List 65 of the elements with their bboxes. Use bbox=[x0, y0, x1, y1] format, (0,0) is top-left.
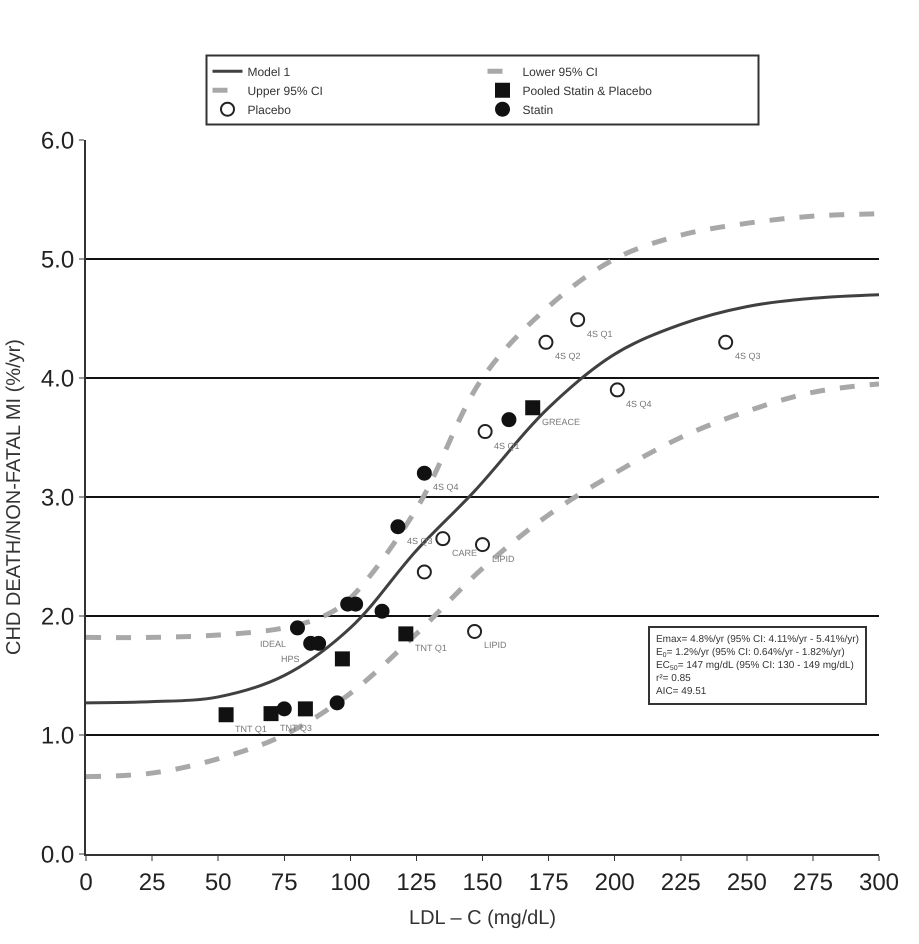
y-tick-label: 6.0 bbox=[40, 127, 74, 154]
annotation: GREACE bbox=[542, 417, 580, 427]
point bbox=[416, 466, 432, 481]
annotation: TNT Q1 bbox=[235, 724, 267, 734]
legend-label: Pooled Statin & Placebo bbox=[522, 84, 652, 98]
point bbox=[264, 706, 279, 722]
line-series bbox=[86, 293, 879, 704]
y-tick-label: 3.0 bbox=[40, 484, 74, 512]
annotation: 4S Q2 bbox=[555, 351, 581, 361]
point bbox=[610, 382, 625, 398]
point bbox=[334, 651, 350, 666]
annotation: TNT Q1 bbox=[415, 643, 447, 653]
point bbox=[501, 412, 516, 428]
y-tick-label: 1.0 bbox=[40, 722, 74, 750]
point bbox=[398, 626, 414, 642]
x-tick-label: 75 bbox=[270, 868, 298, 896]
x-tick-label: 100 bbox=[330, 868, 370, 896]
x-tick-label: 275 bbox=[792, 868, 833, 896]
annotation: 4S Q4 bbox=[626, 399, 652, 409]
x-tick-label: 50 bbox=[204, 868, 232, 896]
point bbox=[298, 701, 313, 716]
x-tick-label: 300 bbox=[858, 868, 900, 896]
x-tick-label: 0 bbox=[79, 868, 93, 896]
y-tick-label: 0.0 bbox=[40, 841, 74, 868]
y-tick-label: 5.0 bbox=[40, 246, 74, 274]
y-tick-label: 4.0 bbox=[40, 365, 74, 392]
point bbox=[218, 707, 234, 722]
annotation: HPS bbox=[281, 654, 300, 664]
legend-label: Upper 95% CI bbox=[248, 84, 323, 98]
annotation: 4S Q4 bbox=[433, 482, 459, 492]
legend-label: Placebo bbox=[248, 102, 292, 117]
point bbox=[538, 334, 554, 350]
point bbox=[467, 624, 482, 639]
x-tick-label: 25 bbox=[138, 868, 166, 896]
point bbox=[718, 334, 734, 350]
legend-label: Model 1 bbox=[248, 64, 291, 79]
point bbox=[475, 537, 490, 552]
x-tick-label: 200 bbox=[594, 868, 635, 896]
text: Emax= 4.8%/yr (95% CI: 4.11%/yr - 5.41%/yr) E$_{0}$= 1.2%/yr (95% CI: 0.64%/yr - 1.82%/yr) EC$_{50}$= 147 mg/dL (95% CI: 130 - 149 mg/dL) r²= 0.85 AIC= 49.51 bbox=[656, 634, 859, 697]
annotation: CARE bbox=[452, 548, 478, 558]
legend-label: Lower 95% CI bbox=[522, 64, 598, 79]
annotation: 4S Q1 bbox=[587, 329, 613, 339]
x-tick-label: 175 bbox=[528, 868, 569, 896]
x-tick-label: 125 bbox=[396, 868, 436, 896]
point bbox=[374, 604, 390, 619]
x-tick-label: 250 bbox=[726, 868, 767, 896]
y-tick-label: 2.0 bbox=[40, 603, 74, 630]
point bbox=[290, 620, 305, 636]
point bbox=[525, 400, 540, 416]
annotation: LIPID bbox=[484, 640, 508, 650]
point bbox=[478, 424, 493, 440]
point bbox=[276, 701, 292, 716]
point bbox=[330, 695, 345, 710]
annotation: IDEAL bbox=[260, 639, 286, 649]
point bbox=[416, 564, 432, 580]
legend-label: Statin bbox=[522, 102, 554, 117]
annotation: LIPID bbox=[492, 554, 516, 564]
point bbox=[435, 531, 450, 546]
point bbox=[390, 519, 406, 534]
point bbox=[570, 312, 586, 328]
x-tick-label: 225 bbox=[660, 868, 701, 896]
y-axis-title: CHD DEATH/NON-FATAL MI (%/yr) bbox=[2, 339, 25, 655]
x-tick-label: 150 bbox=[462, 868, 503, 896]
x-axis-title: LDL – C (mg/dL) bbox=[408, 906, 556, 929]
annotation: 4S Q3 bbox=[735, 351, 761, 361]
